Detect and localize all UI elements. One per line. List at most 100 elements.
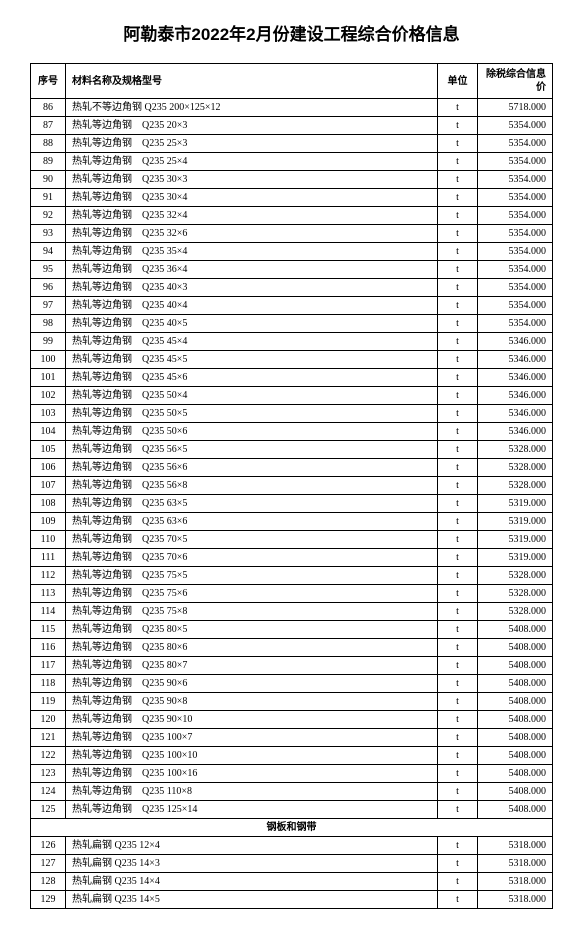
cell-unit: t xyxy=(438,387,478,405)
header-seq: 序号 xyxy=(31,64,66,99)
cell-name: 热轧等边角钢 Q235 110×8 xyxy=(66,783,438,801)
cell-seq: 126 xyxy=(31,837,66,855)
cell-price: 5328.000 xyxy=(478,603,553,621)
cell-unit: t xyxy=(438,441,478,459)
cell-name: 热轧等边角钢 Q235 75×5 xyxy=(66,567,438,585)
table-row: 93热轧等边角钢 Q235 32×6t5354.000 xyxy=(31,225,553,243)
section-header: 钢板和钢带 xyxy=(31,819,553,837)
table-row: 92热轧等边角钢 Q235 32×4t5354.000 xyxy=(31,207,553,225)
cell-seq: 97 xyxy=(31,297,66,315)
cell-unit: t xyxy=(438,261,478,279)
cell-price: 5408.000 xyxy=(478,639,553,657)
table-row: 111热轧等边角钢 Q235 70×6t5319.000 xyxy=(31,549,553,567)
cell-unit: t xyxy=(438,675,478,693)
cell-seq: 114 xyxy=(31,603,66,621)
cell-seq: 124 xyxy=(31,783,66,801)
cell-seq: 95 xyxy=(31,261,66,279)
cell-seq: 91 xyxy=(31,189,66,207)
table-row: 97热轧等边角钢 Q235 40×4t5354.000 xyxy=(31,297,553,315)
cell-unit: t xyxy=(438,171,478,189)
cell-name: 热轧等边角钢 Q235 75×8 xyxy=(66,603,438,621)
cell-price: 5408.000 xyxy=(478,783,553,801)
cell-unit: t xyxy=(438,495,478,513)
cell-name: 热轧等边角钢 Q235 40×3 xyxy=(66,279,438,297)
cell-name: 热轧等边角钢 Q235 90×6 xyxy=(66,675,438,693)
cell-name: 热轧等边角钢 Q235 80×7 xyxy=(66,657,438,675)
cell-price: 5318.000 xyxy=(478,837,553,855)
cell-price: 5354.000 xyxy=(478,153,553,171)
cell-unit: t xyxy=(438,639,478,657)
cell-price: 5328.000 xyxy=(478,477,553,495)
cell-unit: t xyxy=(438,333,478,351)
cell-price: 5346.000 xyxy=(478,405,553,423)
cell-price: 5354.000 xyxy=(478,279,553,297)
cell-unit: t xyxy=(438,189,478,207)
cell-seq: 117 xyxy=(31,657,66,675)
cell-unit: t xyxy=(438,279,478,297)
cell-seq: 111 xyxy=(31,549,66,567)
cell-seq: 104 xyxy=(31,423,66,441)
cell-unit: t xyxy=(438,153,478,171)
table-row: 121热轧等边角钢 Q235 100×7t5408.000 xyxy=(31,729,553,747)
table-row: 110热轧等边角钢 Q235 70×5t5319.000 xyxy=(31,531,553,549)
cell-seq: 102 xyxy=(31,387,66,405)
cell-seq: 125 xyxy=(31,801,66,819)
cell-name: 热轧等边角钢 Q235 32×4 xyxy=(66,207,438,225)
cell-price: 5354.000 xyxy=(478,135,553,153)
cell-name: 热轧等边角钢 Q235 20×3 xyxy=(66,117,438,135)
cell-price: 5319.000 xyxy=(478,549,553,567)
cell-unit: t xyxy=(438,621,478,639)
table-row: 125热轧等边角钢 Q235 125×14t5408.000 xyxy=(31,801,553,819)
cell-price: 5354.000 xyxy=(478,315,553,333)
cell-price: 5354.000 xyxy=(478,117,553,135)
cell-price: 5346.000 xyxy=(478,423,553,441)
table-row: 108热轧等边角钢 Q235 63×5t5319.000 xyxy=(31,495,553,513)
cell-unit: t xyxy=(438,873,478,891)
cell-name: 热轧等边角钢 Q235 100×16 xyxy=(66,765,438,783)
cell-seq: 103 xyxy=(31,405,66,423)
cell-name: 热轧扁钢 Q235 14×4 xyxy=(66,873,438,891)
cell-unit: t xyxy=(438,711,478,729)
table-row: 105热轧等边角钢 Q235 56×5t5328.000 xyxy=(31,441,553,459)
cell-seq: 109 xyxy=(31,513,66,531)
cell-unit: t xyxy=(438,513,478,531)
cell-name: 热轧等边角钢 Q235 50×5 xyxy=(66,405,438,423)
cell-price: 5408.000 xyxy=(478,711,553,729)
cell-name: 热轧等边角钢 Q235 125×14 xyxy=(66,801,438,819)
cell-price: 5408.000 xyxy=(478,801,553,819)
cell-unit: t xyxy=(438,549,478,567)
cell-name: 热轧等边角钢 Q235 56×5 xyxy=(66,441,438,459)
cell-name: 热轧扁钢 Q235 14×5 xyxy=(66,891,438,909)
cell-name: 热轧等边角钢 Q235 56×6 xyxy=(66,459,438,477)
cell-name: 热轧等边角钢 Q235 70×5 xyxy=(66,531,438,549)
cell-name: 热轧等边角钢 Q235 50×6 xyxy=(66,423,438,441)
cell-name: 热轧等边角钢 Q235 32×6 xyxy=(66,225,438,243)
cell-price: 5354.000 xyxy=(478,225,553,243)
cell-price: 5354.000 xyxy=(478,171,553,189)
cell-price: 5318.000 xyxy=(478,855,553,873)
cell-price: 5346.000 xyxy=(478,333,553,351)
cell-price: 5408.000 xyxy=(478,729,553,747)
cell-name: 热轧等边角钢 Q235 90×10 xyxy=(66,711,438,729)
table-row: 114热轧等边角钢 Q235 75×8t5328.000 xyxy=(31,603,553,621)
table-row: 129热轧扁钢 Q235 14×5t5318.000 xyxy=(31,891,553,909)
cell-name: 热轧等边角钢 Q235 36×4 xyxy=(66,261,438,279)
table-row: 95热轧等边角钢 Q235 36×4t5354.000 xyxy=(31,261,553,279)
cell-unit: t xyxy=(438,225,478,243)
table-row: 120热轧等边角钢 Q235 90×10t5408.000 xyxy=(31,711,553,729)
cell-unit: t xyxy=(438,243,478,261)
cell-price: 5328.000 xyxy=(478,585,553,603)
cell-name: 热轧等边角钢 Q235 50×4 xyxy=(66,387,438,405)
cell-seq: 96 xyxy=(31,279,66,297)
cell-name: 热轧等边角钢 Q235 90×8 xyxy=(66,693,438,711)
table-row: 86热轧不等边角钢 Q235 200×125×12t5718.000 xyxy=(31,99,553,117)
table-row: 87热轧等边角钢 Q235 20×3t5354.000 xyxy=(31,117,553,135)
cell-name: 热轧等边角钢 Q235 45×6 xyxy=(66,369,438,387)
cell-unit: t xyxy=(438,477,478,495)
table-row: 96热轧等边角钢 Q235 40×3t5354.000 xyxy=(31,279,553,297)
header-name: 材料名称及规格型号 xyxy=(66,64,438,99)
cell-unit: t xyxy=(438,117,478,135)
cell-price: 5319.000 xyxy=(478,531,553,549)
cell-name: 热轧等边角钢 Q235 35×4 xyxy=(66,243,438,261)
table-row: 102热轧等边角钢 Q235 50×4t5346.000 xyxy=(31,387,553,405)
